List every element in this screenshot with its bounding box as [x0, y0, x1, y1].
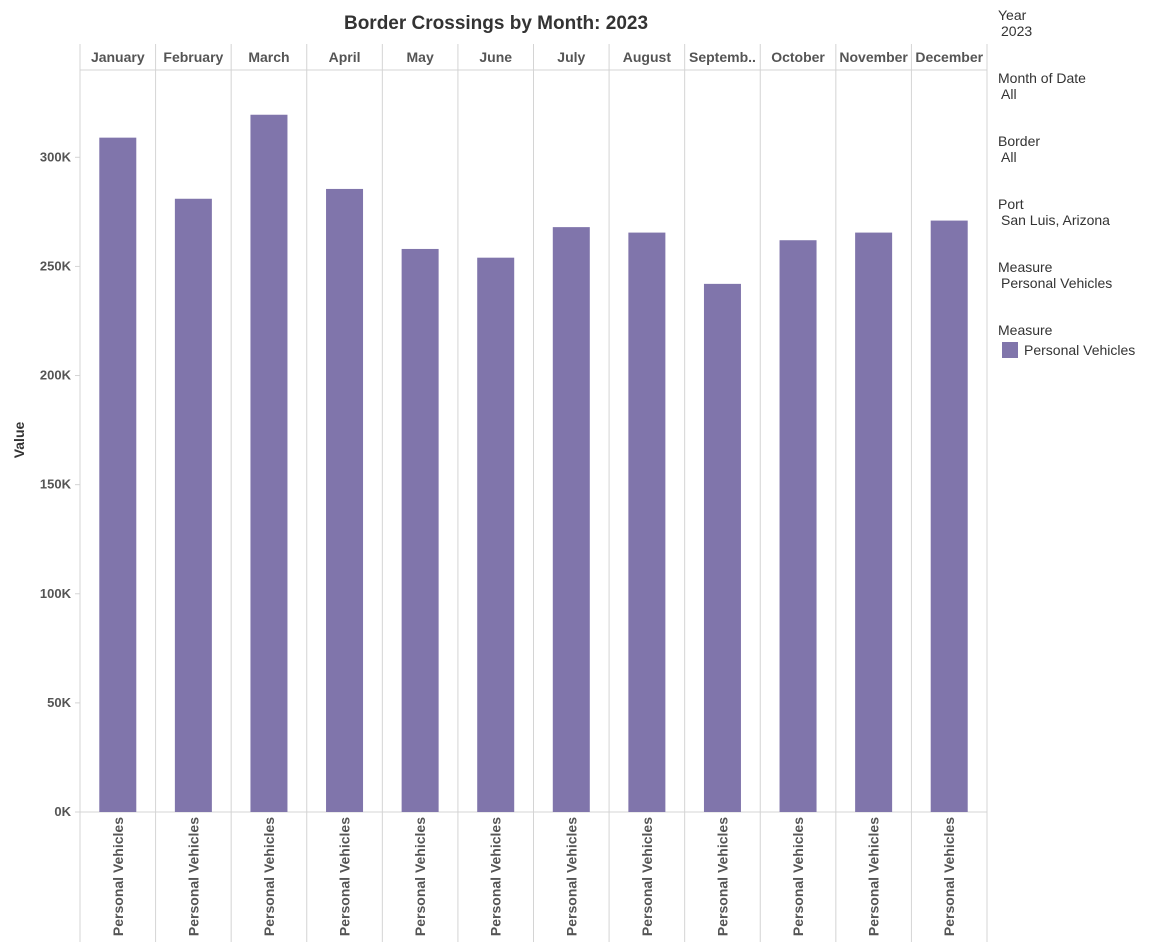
x-tick-label: Personal Vehicles — [563, 817, 579, 936]
month-header: February — [163, 49, 223, 65]
filter-value: San Luis, Arizona — [1001, 212, 1110, 228]
x-tick-label: Personal Vehicles — [639, 817, 655, 936]
filter-month-of-date[interactable]: Month of Date All — [998, 70, 1148, 102]
x-tick-label: Personal Vehicles — [110, 817, 126, 936]
filter-measure[interactable]: Measure Personal Vehicles — [998, 259, 1148, 291]
filter-title: Border — [998, 133, 1041, 149]
month-header: January — [91, 49, 145, 65]
y-tick-label: 150K — [40, 477, 72, 492]
x-tick-label: Personal Vehicles — [941, 817, 957, 936]
filter-port[interactable]: Port San Luis, Arizona — [998, 196, 1148, 228]
bar — [250, 114, 288, 813]
month-header: December — [915, 49, 983, 65]
bar — [326, 188, 364, 812]
bar — [930, 220, 968, 813]
month-header: November — [839, 49, 908, 65]
x-tick-label: Personal Vehicles — [866, 817, 882, 936]
chart-title: Border Crossings by Month: 2023 — [344, 13, 648, 34]
month-header: October — [771, 49, 825, 65]
x-tick-label: Personal Vehicles — [790, 817, 806, 936]
y-tick-label: 50K — [47, 695, 71, 710]
y-axis-label: Value — [11, 422, 27, 459]
bar — [628, 232, 666, 812]
y-tick-label: 0K — [54, 804, 71, 819]
x-tick-label: Personal Vehicles — [714, 817, 730, 936]
y-tick-label: 100K — [40, 586, 72, 601]
filter-border[interactable]: Border All — [998, 133, 1148, 165]
filter-year[interactable]: Year 2023 — [998, 7, 1148, 39]
bar — [779, 240, 817, 813]
bar — [174, 198, 212, 813]
month-header: August — [623, 49, 672, 65]
filter-title: Month of Date — [998, 70, 1086, 86]
bar — [703, 283, 741, 812]
x-tick-label: Personal Vehicles — [488, 817, 504, 936]
filter-value: All — [1001, 86, 1017, 102]
bar — [477, 257, 515, 812]
x-tick-label: Personal Vehicles — [337, 817, 353, 936]
bar — [401, 248, 439, 812]
filter-value: Personal Vehicles — [1001, 275, 1113, 291]
legend: Measure Personal Vehicles — [998, 322, 1148, 358]
legend-item-label: Personal Vehicles — [1024, 342, 1136, 358]
bar — [99, 137, 137, 812]
month-header: Septemb.. — [689, 49, 756, 65]
y-tick-label: 250K — [40, 258, 72, 273]
legend-item[interactable]: Personal Vehicles — [998, 342, 1148, 358]
month-header: April — [329, 49, 361, 65]
y-tick-label: 200K — [40, 368, 72, 383]
legend-title: Measure — [998, 322, 1053, 338]
filter-value: 2023 — [1001, 23, 1033, 39]
filter-title: Port — [998, 196, 1024, 212]
x-tick-label: Personal Vehicles — [261, 817, 277, 936]
month-header: March — [248, 49, 289, 65]
filter-title: Measure — [998, 259, 1053, 275]
month-header: July — [557, 49, 585, 65]
x-tick-label: Personal Vehicles — [412, 817, 428, 936]
month-header: May — [407, 49, 434, 65]
bar — [855, 232, 893, 812]
y-tick-label: 300K — [40, 149, 72, 164]
legend-swatch — [1002, 342, 1018, 358]
bar — [552, 227, 590, 813]
filter-value: All — [1001, 149, 1017, 165]
month-header: June — [479, 49, 512, 65]
filter-title: Year — [998, 7, 1027, 23]
x-tick-label: Personal Vehicles — [185, 817, 201, 936]
